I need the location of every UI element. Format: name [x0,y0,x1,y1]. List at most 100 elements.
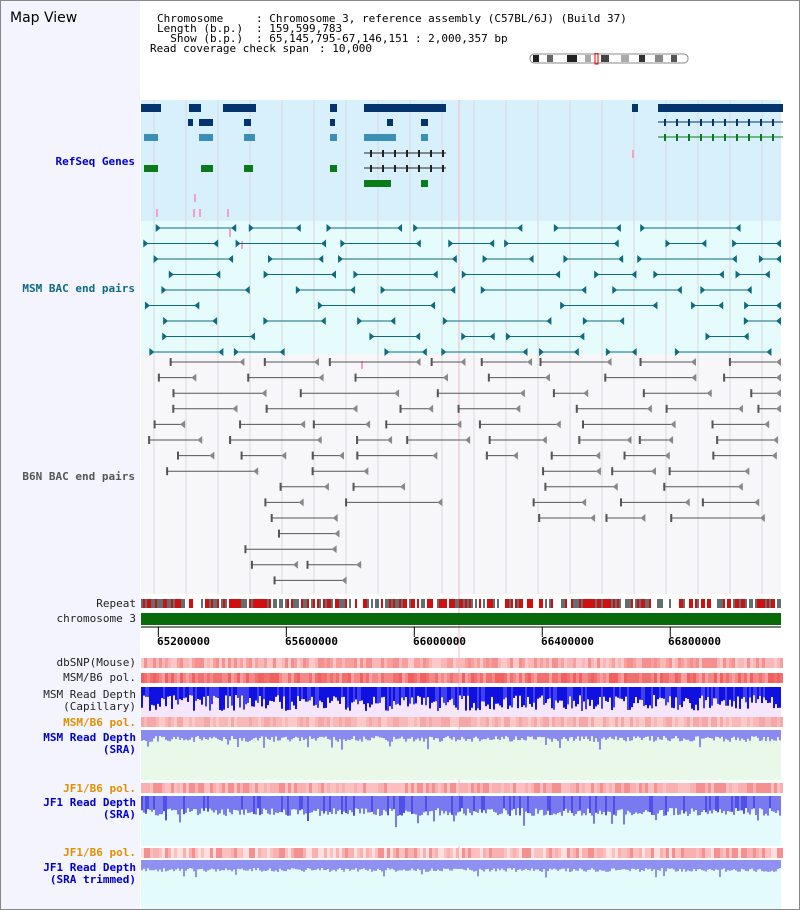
repeat-segment [263,599,265,608]
msm-depth-cap-bar [473,687,475,703]
b6n-bac-end [273,576,276,585]
msm-depth-cap-bar [213,687,215,696]
b6n-bac-end [605,514,608,522]
jf1-pol-2-heat [201,848,204,858]
dbsnp-heat [603,658,606,668]
dbsnp-heat [504,658,507,668]
repeat-segment [479,599,481,608]
repeat-segment [437,599,439,608]
jf1-depth-sra-bar [343,796,345,812]
dbsnp-heat [384,658,387,668]
msm-depth-sra-bar [759,730,761,742]
msm-pol-2-heat [444,717,447,727]
msm-depth-cap-bar [639,687,641,700]
dbsnp-heat [444,658,447,668]
msm-pol-2-heat [663,717,666,727]
msm-depth-sra-bar [727,730,729,741]
msm-pol-heat [354,673,357,683]
repeat-segment [591,599,593,608]
jf1-depth-sra-bar [513,796,515,809]
repeat-segment [261,599,263,608]
msm-depth-cap-bar [171,687,173,709]
msm-depth-sra-bar [737,730,739,738]
msm-depth-sra-bar [187,730,189,741]
msm-pol-heat [351,673,354,683]
msm-pol-2-heat [165,717,168,727]
repeat-segment [729,599,731,608]
msm-depth-sra-bar [253,730,255,739]
jf1-depth-trim-bar [459,860,461,869]
msm-depth-cap-bar [319,687,321,701]
jf1-depth-trim-bar [347,860,349,870]
jf1-pol-heat [693,783,696,793]
msm-pol-2-heat [507,717,510,727]
msm-bac-end [758,255,764,263]
msm-depth-cap-bar [301,687,303,700]
repeat-segment [677,599,679,608]
jf1-depth-trim-bar [727,860,729,871]
jf1-pol-2-heat [741,848,744,858]
jf1-pol-heat [744,783,747,793]
track-label-refseq-genes[interactable]: RefSeq Genes [55,155,135,168]
b6n-bac-end [169,358,172,366]
repeat-segment [419,599,421,608]
jf1-depth-trim-bar [487,860,489,869]
jf1-depth-trim-bar [737,860,739,872]
jf1-pol-2-heat [186,848,189,858]
track-label-msm-bac[interactable]: MSM BAC end pairs [22,282,135,295]
jf1-pol-heat [204,783,207,793]
msm-pol-heat [228,673,231,683]
msm-pol-heat [300,673,303,683]
msm-depth-cap-bar [281,687,283,709]
msm-pol-2-heat [579,717,582,727]
jf1-depth-sra-bar [543,796,545,816]
jf1-pol-2-heat [684,848,687,858]
msm-depth-sra-bar [297,730,299,738]
msm-depth-sra-bar [251,730,253,740]
msm-depth-cap-bar [631,687,633,708]
b6n-bac-end [279,482,282,491]
repeat-segment [181,599,183,608]
jf1-depth-sra-bar [175,796,177,811]
jf1-depth-trim-bar [765,860,767,872]
jf1-depth-sra-bar [233,796,235,810]
jf1-pol-2-heat [735,848,738,858]
msm-depth-sra-bar [723,730,725,742]
jf1-depth-trim-bar [561,860,563,869]
msm-depth-sra-bar [771,730,773,740]
msm-pol-2-heat [324,717,327,727]
jf1-pol-2-heat [717,848,720,858]
msm-depth-cap-bar [167,687,169,697]
msm-depth-cap-bar [757,687,759,700]
msm-depth-cap-bar [315,687,317,705]
repeat-segment [663,599,665,608]
msm-depth-sra-bar [307,730,309,748]
jf1-depth-trim-bar [513,860,515,869]
repeat-segment [411,599,413,608]
msm-depth-sra-bar [153,730,155,739]
msm-depth-cap-bar [265,687,267,709]
chromosome-ideogram[interactable] [529,53,691,65]
msm-depth-sra-bar [369,730,371,741]
jf1-depth-trim-bar [645,860,647,869]
msm-depth-cap-bar [347,687,349,708]
jf1-pol-2-heat [744,848,747,858]
dbsnp-heat [213,658,216,668]
track-label-b6n-bac[interactable]: B6N BAC end pairs [22,470,135,483]
jf1-depth-trim-bar [381,860,383,872]
jf1-depth-trim-bar [365,860,367,870]
dbsnp-heat [297,658,300,668]
msm-bac-end [369,332,375,341]
jf1-depth-sra-bar [615,796,617,816]
msm-pol-2-heat [237,717,240,727]
jf1-depth-sra-bar [317,796,319,809]
msm-pol-heat [408,673,411,683]
msm-depth-cap-bar [275,687,277,697]
msm-depth-cap-bar [233,687,235,711]
msm-pol-heat [612,673,615,683]
repeat-segment [203,599,205,608]
repeat-segment [743,599,745,608]
jf1-depth-sra-bar [625,796,627,815]
msm-depth-cap-bar [193,687,195,711]
